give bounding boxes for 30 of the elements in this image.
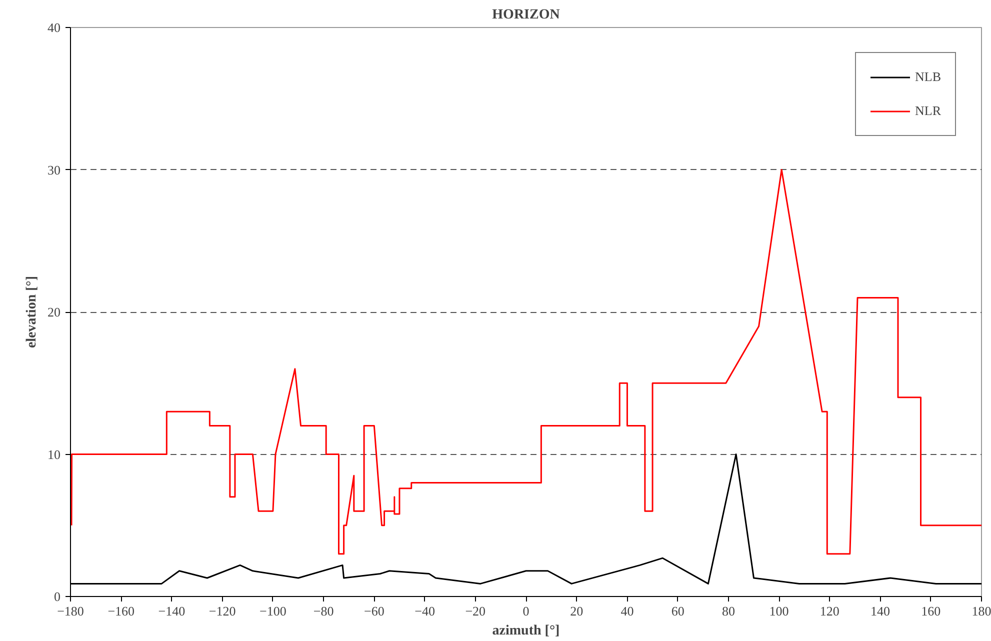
y-tick-label: 10	[48, 446, 60, 462]
x-tick-label: −120	[208, 604, 236, 618]
x-tick-label: −80	[313, 604, 334, 618]
x-tick-label: 20	[570, 604, 584, 618]
y-axis-title: elevation [°]	[24, 276, 40, 348]
y-tick-label: 0	[54, 589, 60, 604]
x-tick-label: −60	[364, 604, 384, 618]
x-tick-label: −20	[465, 604, 486, 618]
x-tick-label: −100	[260, 604, 286, 618]
x-tick-label: 40	[620, 604, 634, 618]
x-tick-label: 180	[972, 604, 991, 618]
line-series	[70, 169, 982, 555]
x-tick-label: −140	[158, 604, 186, 618]
chart-title: HORIZON	[492, 8, 560, 22]
y-tick-label: 30	[48, 162, 60, 178]
y-tick-label: 40	[48, 20, 60, 35]
x-tick-label: −160	[108, 604, 135, 618]
x-tick-label: −180	[57, 604, 84, 618]
x-tick-label: −40	[414, 604, 435, 618]
legend-label: NLB	[915, 69, 941, 85]
x-tick-label: 60	[671, 604, 684, 618]
y-tick-label: 20	[48, 304, 60, 320]
x-tick-label: 140	[870, 604, 890, 618]
x-tick-label: 160	[921, 604, 941, 618]
x-tick-label: 120	[820, 604, 840, 618]
x-tick-label: 0	[522, 604, 530, 618]
x-tick-label: 80	[722, 604, 735, 618]
legend-label: NLR	[915, 103, 941, 119]
x-axis-title: azimuth [°]	[492, 624, 560, 638]
x-tick-label: 100	[769, 604, 789, 618]
